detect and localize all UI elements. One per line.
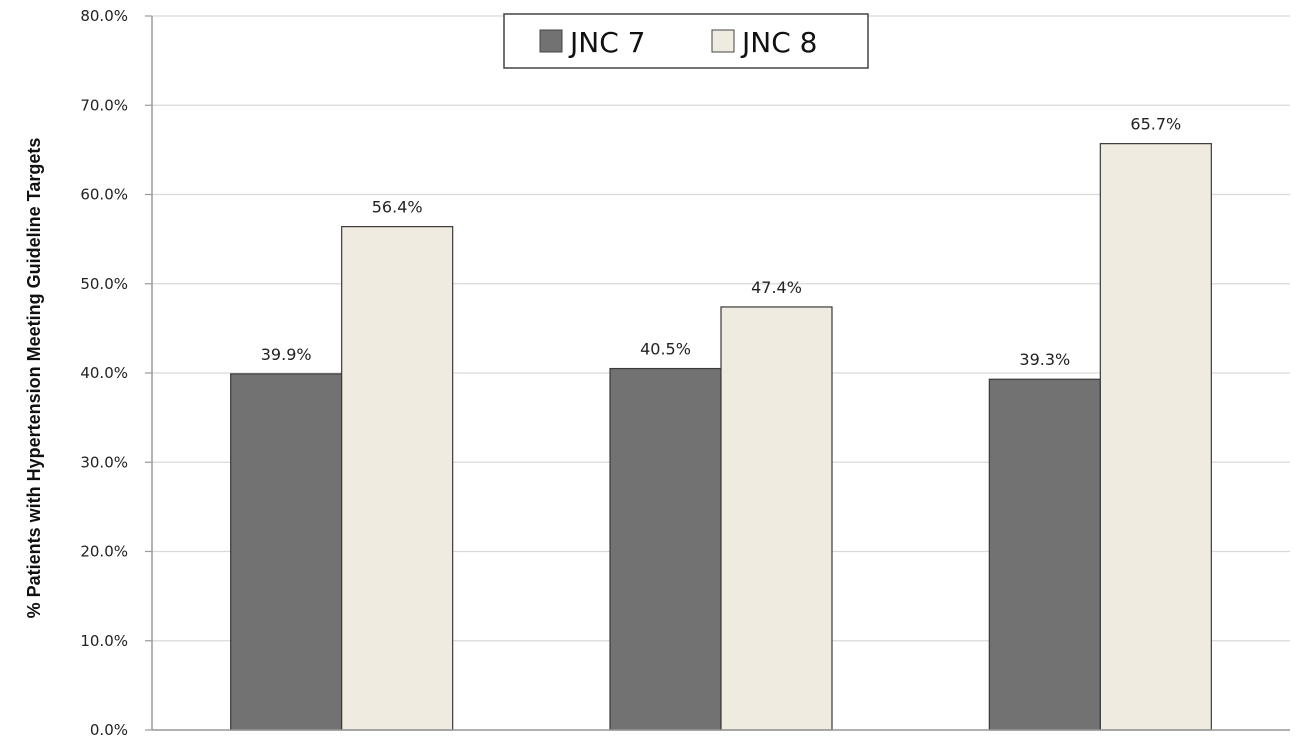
- y-tick-label: 10.0%: [80, 632, 128, 650]
- legend-swatch-jnc8: [711, 29, 735, 53]
- data-label: 65.7%: [1130, 115, 1181, 134]
- bar-jnc7-2: [609, 367, 722, 731]
- bars: [230, 143, 1212, 731]
- legend-swatch-jnc7: [539, 29, 563, 53]
- bar-jnc8-2: [720, 306, 833, 731]
- y-tick-label: 30.0%: [80, 453, 128, 471]
- y-tick-label: 40.0%: [80, 364, 128, 382]
- y-tick-label: 80.0%: [80, 7, 128, 25]
- y-tick-label: 20.0%: [80, 543, 128, 561]
- bar-jnc7-1: [230, 373, 343, 731]
- bar-jnc7-3: [988, 378, 1101, 731]
- y-tick-label: 70.0%: [80, 96, 128, 114]
- y-axis-ticks: 0.0% 10.0% 20.0% 30.0% 40.0% 50.0% 60.0% 70.0% 8…: [80, 7, 152, 739]
- data-label: 39.3%: [1019, 350, 1070, 369]
- data-label: 40.5%: [640, 340, 691, 359]
- bar-jnc8-3: [1099, 143, 1212, 731]
- y-tick-label: 0.0%: [90, 721, 128, 739]
- data-label: 39.9%: [261, 345, 312, 364]
- data-label: 47.4%: [751, 278, 802, 297]
- legend-box: [503, 13, 869, 69]
- y-axis-title: % Patients with Hypertension Meeting Gui…: [24, 138, 44, 619]
- data-labels: 39.9% 56.4% 40.5% 47.4% 39.3% 65.7%: [261, 115, 1181, 370]
- legend-label-jnc7: JNC 7: [568, 26, 645, 59]
- y-tick-label: 60.0%: [80, 186, 128, 204]
- y-tick-label: 50.0%: [80, 275, 128, 293]
- legend: JNC 7 JNC 8: [503, 13, 869, 69]
- legend-label-jnc8: JNC 8: [740, 26, 817, 59]
- data-label: 56.4%: [372, 198, 423, 217]
- bar-jnc8-1: [341, 226, 454, 731]
